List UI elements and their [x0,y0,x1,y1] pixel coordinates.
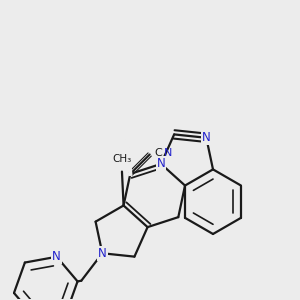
Text: N: N [202,131,211,144]
Text: N: N [157,158,165,170]
Text: C: C [154,148,162,158]
Text: CH₃: CH₃ [117,120,137,130]
Text: N: N [164,148,172,158]
Text: CH₃: CH₃ [112,154,132,164]
Text: N: N [98,247,107,260]
Text: N: N [52,250,61,263]
